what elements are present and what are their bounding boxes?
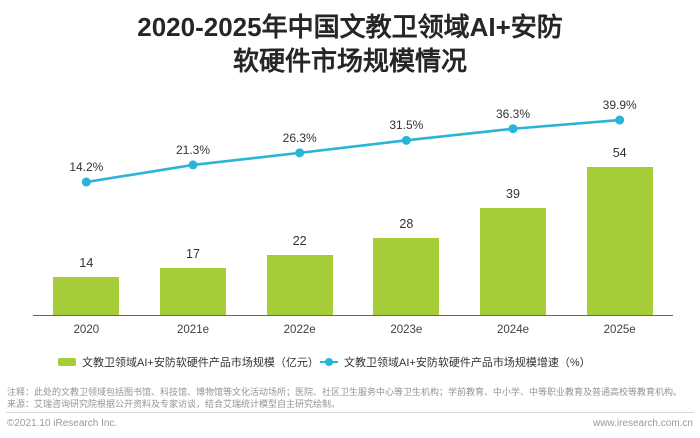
footer-divider xyxy=(6,412,694,413)
bar-2021e xyxy=(160,268,226,315)
growth-point-label-2022e: 26.3% xyxy=(282,130,317,145)
footnote-source: 来源：艾瑞咨询研究院根据公开资料及专家访谈，结合艾瑞统计模型自主研究绘制。 xyxy=(7,399,341,409)
bar-2025e xyxy=(586,166,653,315)
legend-item-line: 文教卫领域AI+安防软硬件产品市场规模增速（%） xyxy=(320,354,591,370)
x-axis-label-2020: 2020 xyxy=(73,324,100,336)
growth-point-2020 xyxy=(81,177,91,187)
growth-point-label-2021e: 21.3% xyxy=(175,142,211,157)
legend-line-label: 文教卫领域AI+安防软硬件产品市场规模增速（%） xyxy=(344,357,591,369)
growth-point-label-2024e: 36.3% xyxy=(495,106,531,121)
bar-legend-swatch-icon xyxy=(58,358,76,366)
growth-point-label-2023e: 31.5% xyxy=(389,118,424,133)
x-axis-label-2024e: 2024e xyxy=(497,324,529,336)
legend-bar-label: 文教卫领域AI+安防软硬件产品市场规模（亿元） xyxy=(82,357,319,369)
x-axis-label-2021e: 2021e xyxy=(177,324,209,336)
copyright-text: ©2021.10 iResearch Inc. xyxy=(7,418,118,429)
bar-value-label-2024e: 39 xyxy=(506,186,520,201)
growth-point-label-2020: 14.2% xyxy=(69,160,104,175)
chart-title: 2020-2025年中国文教卫领域AI+安防 软硬件市场规模情况 xyxy=(0,10,700,78)
footnote-definition: 注释：此处的文教卫领域包括图书馆、科技馆、博物馆等文化活动场所；医院、社区卫生服… xyxy=(7,387,683,397)
bar-value-label-2020: 14 xyxy=(79,255,94,270)
x-axis-label-2022e: 2022e xyxy=(283,324,316,336)
growth-point-2021e xyxy=(188,160,198,170)
x-axis-label-2023e: 2023e xyxy=(390,324,423,336)
chart-title-line2: 软硬件市场规模情况 xyxy=(232,46,467,76)
growth-point-2025e xyxy=(615,115,625,125)
bar-2024e xyxy=(480,207,546,315)
bar-2020 xyxy=(53,276,120,315)
bar-2022e xyxy=(266,254,333,315)
website-text: www.iresearch.com.cn xyxy=(592,418,693,429)
bar-value-label-2025e: 54 xyxy=(612,145,627,160)
growth-point-2022e xyxy=(295,148,305,158)
bar-value-label-2023e: 28 xyxy=(399,217,414,231)
growth-line-svg xyxy=(81,115,625,187)
growth-point-2023e xyxy=(401,135,411,145)
legend-item-bar: 文教卫领域AI+安防软硬件产品市场规模（亿元） xyxy=(58,354,319,370)
bar-value-label-2021e: 17 xyxy=(186,247,200,262)
footnotes: 注释：此处的文教卫领域包括图书馆、科技馆、博物馆等文化活动场所；医院、社区卫生服… xyxy=(7,386,695,410)
growth-line xyxy=(86,118,620,184)
chart-title-line1: 2020-2025年中国文教卫领域AI+安防 xyxy=(137,12,563,42)
x-axis-labels: 2020 2021e 2022e 2023e 2024e 2025e xyxy=(33,316,673,336)
line-legend-dot-icon xyxy=(325,358,333,366)
bar-value-label-2022e: 22 xyxy=(292,233,307,248)
chart-plot: 14 14.2% 17 21.3% 22 26.3% 28 31.5% 39 36.3% 54 39.… xyxy=(33,98,673,316)
footer-bar: ©2021.10 iResearch Inc. www.iresearch.co… xyxy=(7,418,693,429)
growth-point-label-2025e: 39.9% xyxy=(602,98,637,113)
growth-point-2024e xyxy=(508,124,518,134)
x-axis-label-2025e: 2025e xyxy=(603,324,636,336)
bar-2023e xyxy=(373,238,440,315)
line-legend-swatch-icon xyxy=(320,358,338,366)
